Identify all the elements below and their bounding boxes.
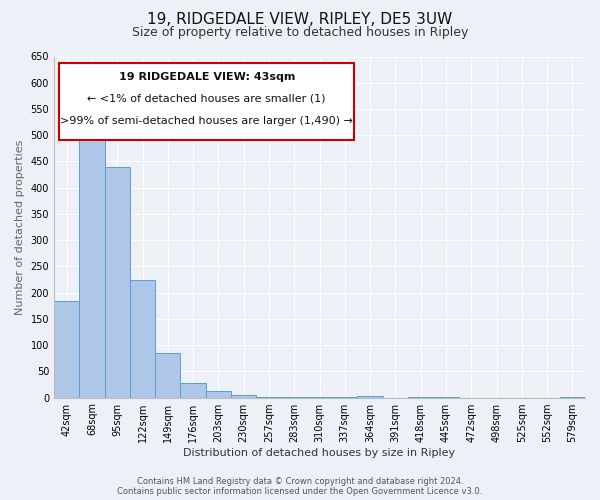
Bar — [433, 397, 458, 398]
Bar — [332, 397, 358, 398]
Bar — [181, 384, 206, 398]
X-axis label: Distribution of detached houses by size in Ripley: Distribution of detached houses by size … — [184, 448, 455, 458]
Bar — [130, 280, 155, 398]
Bar — [79, 130, 104, 398]
Bar — [307, 397, 332, 398]
Bar — [206, 392, 231, 398]
Bar — [358, 396, 383, 398]
Text: Size of property relative to detached houses in Ripley: Size of property relative to detached ho… — [132, 26, 468, 39]
Text: >99% of semi-detached houses are larger (1,490) →: >99% of semi-detached houses are larger … — [60, 116, 353, 126]
Bar — [560, 396, 585, 398]
Text: ← <1% of detached houses are smaller (1): ← <1% of detached houses are smaller (1) — [88, 94, 326, 104]
Text: Contains public sector information licensed under the Open Government Licence v3: Contains public sector information licen… — [118, 487, 482, 496]
Bar — [104, 166, 130, 398]
FancyBboxPatch shape — [59, 64, 354, 140]
Text: Contains HM Land Registry data © Crown copyright and database right 2024.: Contains HM Land Registry data © Crown c… — [137, 477, 463, 486]
Bar — [54, 300, 79, 398]
Bar — [155, 353, 181, 398]
Bar — [256, 396, 281, 398]
Text: 19, RIDGEDALE VIEW, RIPLEY, DE5 3UW: 19, RIDGEDALE VIEW, RIPLEY, DE5 3UW — [148, 12, 452, 28]
Bar — [408, 397, 433, 398]
Bar — [231, 395, 256, 398]
Bar — [281, 397, 307, 398]
Text: 19 RIDGEDALE VIEW: 43sqm: 19 RIDGEDALE VIEW: 43sqm — [119, 72, 295, 82]
Y-axis label: Number of detached properties: Number of detached properties — [15, 140, 25, 314]
